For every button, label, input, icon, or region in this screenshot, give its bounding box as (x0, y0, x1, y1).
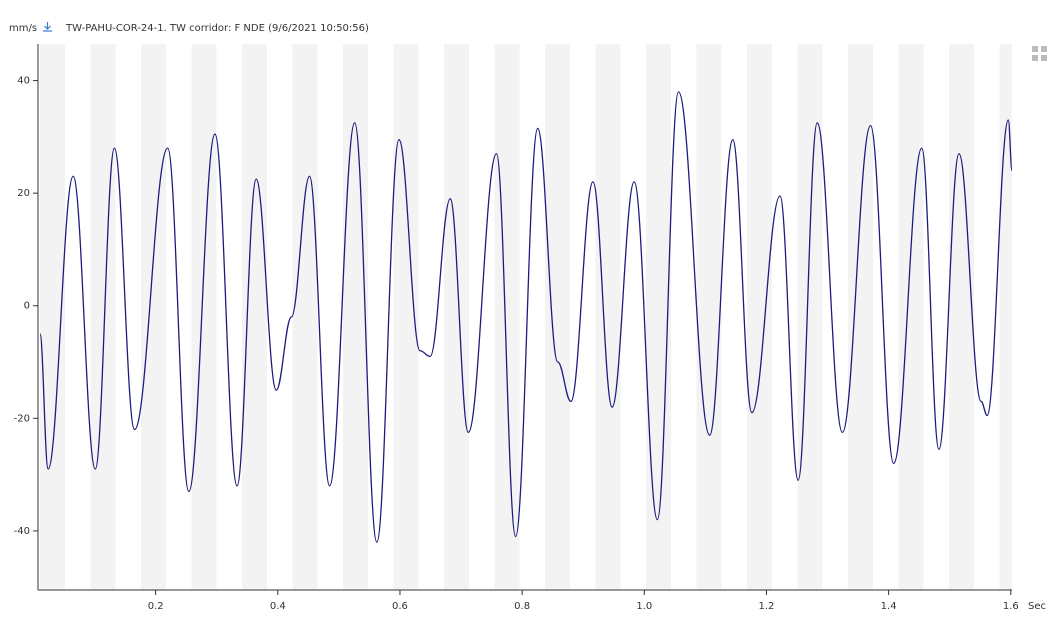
revolution-bands (40, 44, 1012, 590)
band (999, 44, 1012, 590)
band (141, 44, 166, 590)
y-tick-label: 0 (24, 301, 30, 312)
x-tick-label: 1.6 (1003, 601, 1019, 612)
y-tick-label: -20 (14, 413, 30, 424)
band (646, 44, 671, 590)
icon-glyph[interactable] (43, 22, 52, 32)
waveform (39, 91, 1013, 543)
band (343, 44, 368, 590)
band (545, 44, 570, 590)
band (898, 44, 924, 590)
icon-part[interactable] (1041, 46, 1047, 52)
band (292, 44, 318, 590)
icon-part[interactable] (1032, 55, 1038, 61)
export-icon[interactable] (42, 21, 53, 33)
band (848, 44, 873, 590)
band (242, 44, 267, 590)
band (494, 44, 520, 590)
band (595, 44, 621, 590)
band (696, 44, 722, 590)
x-tick-label: 0.8 (514, 601, 530, 612)
x-tick-label: 0.4 (270, 601, 286, 612)
icon-part[interactable] (1032, 46, 1038, 52)
x-tick-label: 1.4 (881, 601, 897, 612)
x-tick-label: 1.2 (759, 601, 775, 612)
y-tick-label: -40 (14, 526, 30, 537)
x-tick-label: 0.2 (148, 601, 164, 612)
band (444, 44, 469, 590)
x-axis-label: Sec (1028, 601, 1046, 612)
icon-part[interactable] (1041, 55, 1047, 61)
band (949, 44, 974, 590)
plot (39, 91, 1013, 543)
y-tick-label: 20 (17, 188, 30, 199)
band (90, 44, 116, 590)
band (747, 44, 772, 590)
x-tick-label: 0.6 (392, 601, 408, 612)
chart-title: TW-PAHU-COR-24-1. TW corridor: F NDE (9/… (65, 23, 369, 34)
band (191, 44, 217, 590)
y-axis-label: mm/s (9, 23, 37, 34)
x-tick-label: 1.0 (636, 601, 652, 612)
band (797, 44, 823, 590)
y-tick-label: 40 (17, 76, 30, 87)
collapse-icon[interactable] (1032, 46, 1047, 61)
